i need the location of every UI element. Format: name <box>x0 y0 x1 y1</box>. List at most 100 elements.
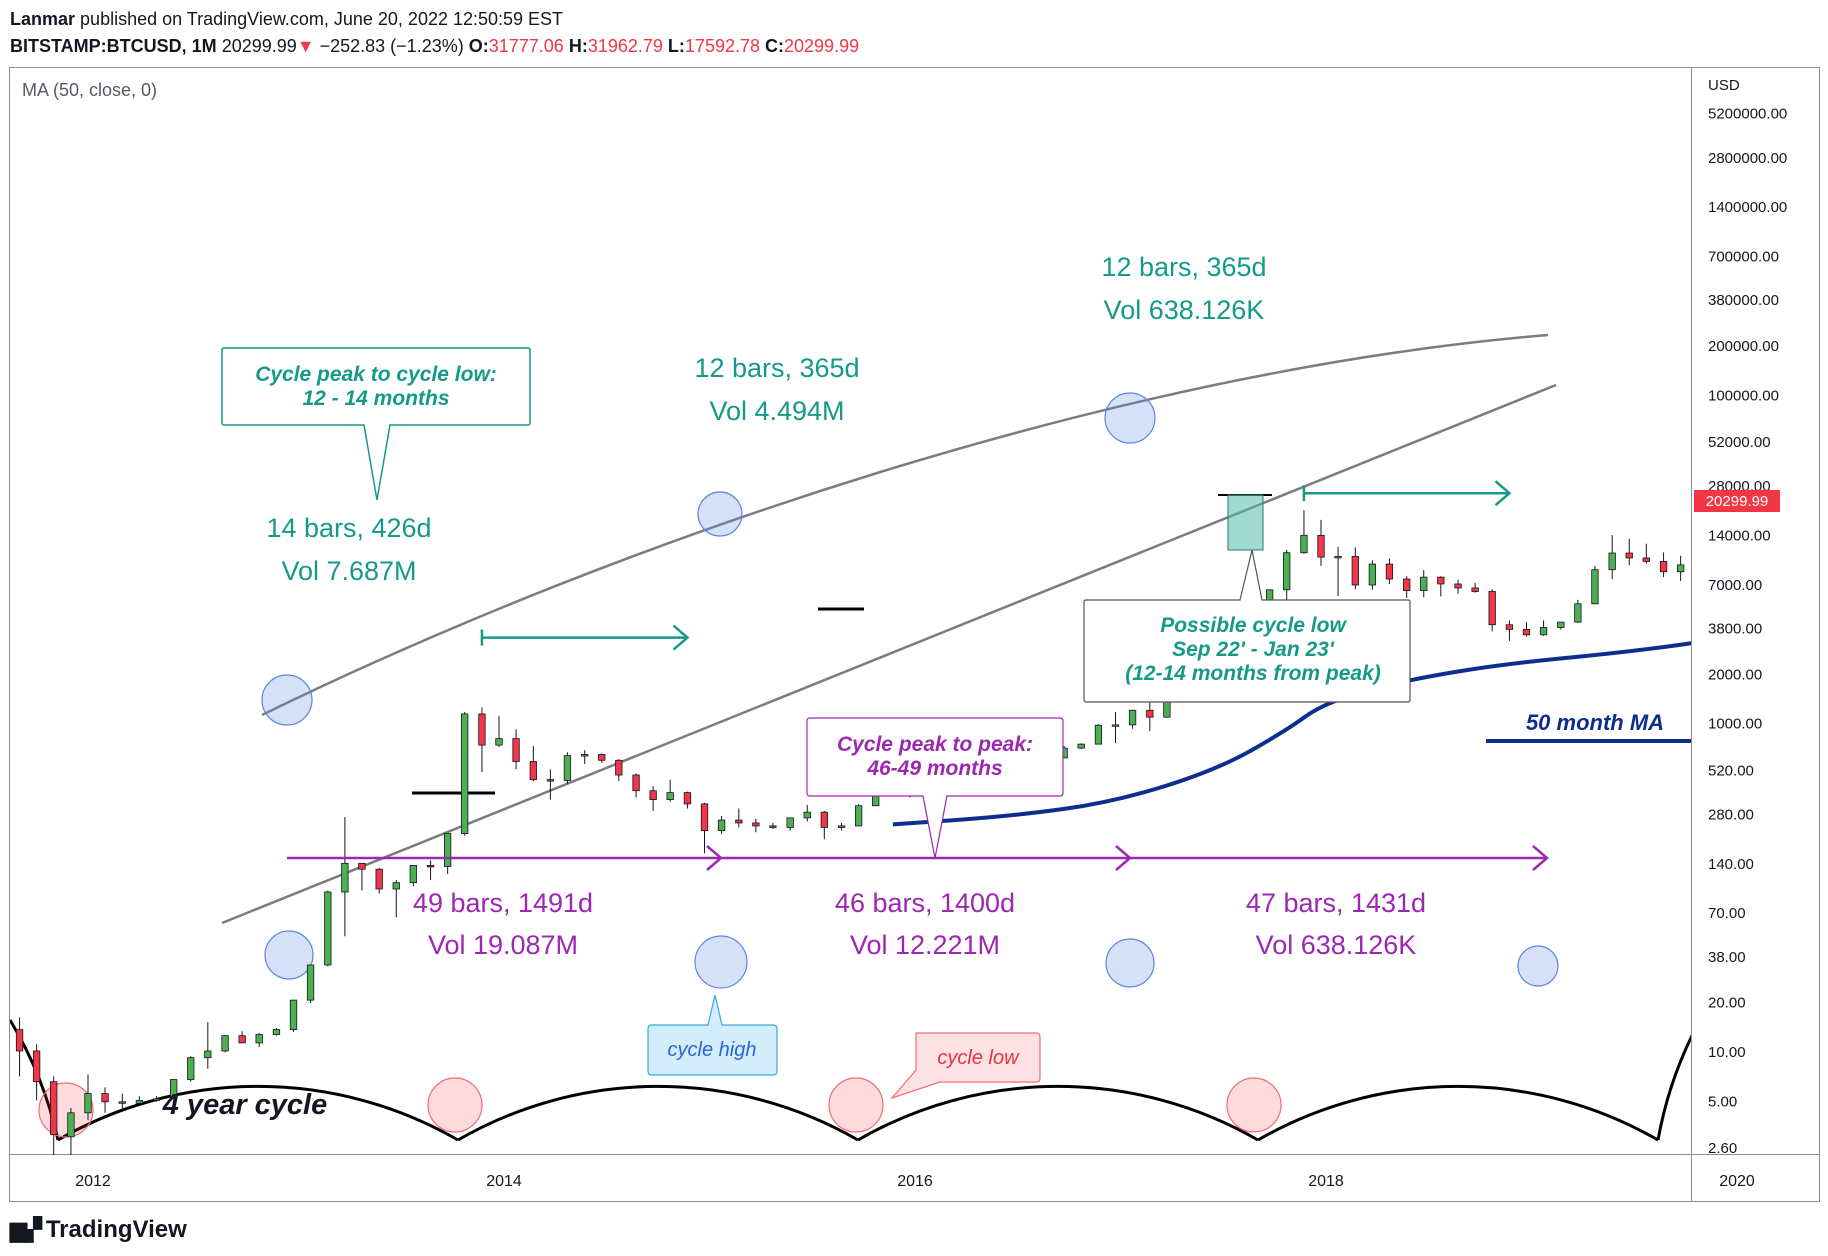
symbol-label[interactable]: BITSTAMP:BTCUSD, 1M <box>10 36 217 56</box>
candle-18 <box>324 890 332 967</box>
close-label: C: <box>765 36 785 56</box>
arrow-counts <box>480 480 1512 651</box>
low-value: 17592.78 <box>684 36 760 56</box>
callout-peak-to-peak: Cycle peak to peak: 46-49 months <box>806 717 1064 859</box>
candle-25 <box>443 833 452 874</box>
chart-frame <box>9 67 1692 1202</box>
peak-circle-2021 <box>1104 392 1156 444</box>
candle-81 <box>1403 576 1411 598</box>
candle-24 <box>426 860 435 881</box>
candle-21 <box>375 868 383 894</box>
candle-26 <box>461 712 469 836</box>
candle-1 <box>32 1044 41 1101</box>
candle-98 <box>1694 562 1701 589</box>
low-label: L: <box>667 36 685 56</box>
candle-17 <box>306 964 315 1003</box>
callout-peak-to-low: Cycle peak to cycle low: 12 - 14 months <box>221 347 531 501</box>
price-scale[interactable] <box>1691 67 1820 1202</box>
last-price-tag <box>1694 490 1780 512</box>
author-name[interactable]: Lanmar <box>10 9 76 29</box>
price-change: −252.83 (−1.23%) <box>319 36 464 56</box>
candle-86 <box>1488 589 1496 632</box>
candle-79 <box>1368 560 1377 590</box>
cycle-arc-1 <box>57 1084 459 1142</box>
cycle-low-text: cycle low <box>937 1047 1020 1069</box>
candle-39 <box>683 791 692 809</box>
open-value: 31777.06 <box>488 36 564 56</box>
candle-89 <box>1539 620 1548 636</box>
candle-41 <box>717 816 726 834</box>
candle-46 <box>803 805 811 822</box>
count-1-vol: Vol 7.687M <box>281 556 416 586</box>
open-label: O: <box>468 36 489 56</box>
candle-75 <box>1300 510 1308 554</box>
callout-possible-low: Possible cycle low Sep 22' - Jan 23' (12… <box>1083 549 1411 703</box>
candle-97 <box>1676 555 1685 581</box>
x-tick-3: 2018 <box>1308 1173 1344 1190</box>
candle-96 <box>1659 552 1668 578</box>
count-1-bars: 14 bars, 426d <box>266 513 431 543</box>
count-3-vol: Vol 638.126K <box>1104 295 1265 325</box>
candle-44 <box>769 822 777 830</box>
pp-count-2-bars: 46 bars, 1400d <box>835 888 1015 918</box>
close-value: 20299.99 <box>784 36 860 56</box>
candle-30 <box>529 746 537 782</box>
pp-count-1-vol: Vol 19.087M <box>428 930 578 960</box>
candle-32 <box>563 752 572 784</box>
candle-5 <box>101 1087 109 1113</box>
candle-103 <box>1780 562 1787 593</box>
y-tick-15: 280.00 <box>1708 806 1754 823</box>
candle-23 <box>409 865 417 887</box>
ma-legend-label: 50 month MA <box>1526 710 1664 735</box>
pp-count-2-vol: Vol 12.221M <box>850 930 1000 960</box>
callout-peak-to-low-line2: 12 - 14 months <box>302 387 449 410</box>
candle-22 <box>392 880 400 918</box>
callout-peak-to-low-line1: Cycle peak to cycle low: <box>255 363 497 386</box>
candle-93 <box>1608 535 1616 580</box>
candle-33 <box>581 750 589 765</box>
candle-8 <box>152 1096 161 1102</box>
high-label: H: <box>568 36 588 56</box>
candle-88 <box>1522 622 1531 637</box>
candle-12 <box>221 1035 229 1053</box>
candle-2 <box>50 1076 58 1155</box>
candle-64 <box>1111 712 1120 744</box>
y-tick-11: 3800.00 <box>1708 621 1762 638</box>
tradingview-brand: TradingView <box>45 1216 187 1243</box>
candle-102 <box>1763 564 1770 626</box>
low-circle-2019 <box>828 1077 884 1133</box>
x-axis-ticks: 20122014201620182020202220242026 <box>75 1173 1755 1190</box>
candle-28 <box>495 715 503 748</box>
candle-19 <box>341 817 349 937</box>
candle-82 <box>1420 570 1428 598</box>
tradingview-logo[interactable]: ▆▞ TradingView <box>10 1216 187 1244</box>
cycle-arc-4 <box>1257 1084 1659 1142</box>
cycle-high-text: cycle high <box>668 1039 757 1061</box>
candle-104 <box>1797 559 1804 574</box>
teal-arrow-1 <box>1302 480 1512 507</box>
upper-channel-line <box>261 333 1549 717</box>
candle-9 <box>170 1079 178 1100</box>
last-price-tag-text: 20299.99 <box>1706 493 1769 510</box>
pp-count-1-bars: 49 bars, 1491d <box>413 888 593 918</box>
candle-74 <box>1283 549 1291 602</box>
y-tick-0: 5200000.00 <box>1708 106 1787 123</box>
candle-10 <box>187 1056 195 1082</box>
candle-43 <box>752 818 760 833</box>
candle-4 <box>84 1074 92 1120</box>
y-tick-3: 700000.00 <box>1708 249 1779 266</box>
indicator-label[interactable]: MA (50, close, 0) <box>22 80 157 100</box>
down-arrow-icon: ▼ <box>296 36 315 56</box>
candle-63 <box>1094 724 1103 745</box>
y-tick-7: 52000.00 <box>1708 434 1771 451</box>
candle-91 <box>1574 599 1582 623</box>
pp-count-3-bars: 47 bars, 1431d <box>1246 888 1426 918</box>
candle-13 <box>238 1031 246 1044</box>
x-tick-4: 2020 <box>1719 1173 1755 1190</box>
candle-85 <box>1471 582 1479 593</box>
y-tick-10: 7000.00 <box>1708 577 1762 594</box>
low-circle-2023 <box>1226 1077 1282 1133</box>
cycle-high-bubble: cycle high <box>647 994 778 1076</box>
candle-90 <box>1557 621 1565 630</box>
